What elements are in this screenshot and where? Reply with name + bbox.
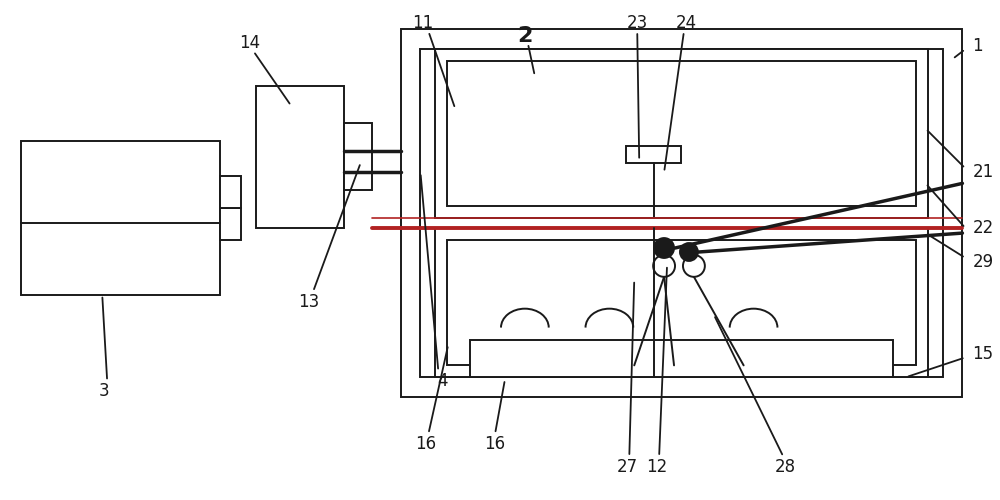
Text: 16: 16 xyxy=(415,435,436,453)
Bar xyxy=(420,49,943,378)
Text: 28: 28 xyxy=(775,458,796,476)
Bar xyxy=(626,146,681,164)
Bar xyxy=(220,208,241,240)
Text: 12: 12 xyxy=(646,458,668,476)
Text: 2: 2 xyxy=(517,26,533,46)
Circle shape xyxy=(654,238,674,258)
Text: 22: 22 xyxy=(972,219,994,237)
Bar xyxy=(21,140,220,294)
Text: 3: 3 xyxy=(99,382,110,400)
Text: 23: 23 xyxy=(627,14,648,32)
Text: 14: 14 xyxy=(239,34,260,52)
Text: 21: 21 xyxy=(972,164,994,182)
Bar xyxy=(401,29,962,397)
Bar xyxy=(220,176,241,208)
Text: 1: 1 xyxy=(972,37,983,55)
Text: 13: 13 xyxy=(298,292,320,310)
Text: 24: 24 xyxy=(675,14,697,32)
Text: 16: 16 xyxy=(484,435,506,453)
Bar xyxy=(447,61,916,206)
Text: 11: 11 xyxy=(412,14,433,32)
Text: 15: 15 xyxy=(972,346,993,364)
Bar xyxy=(470,340,893,378)
Bar xyxy=(435,49,928,218)
Bar xyxy=(344,122,372,190)
Text: 4: 4 xyxy=(437,372,448,390)
Bar xyxy=(435,228,928,378)
Text: 27: 27 xyxy=(617,458,638,476)
Text: 29: 29 xyxy=(972,253,993,271)
Circle shape xyxy=(680,243,698,261)
Bar xyxy=(447,240,916,366)
Bar xyxy=(256,86,344,228)
